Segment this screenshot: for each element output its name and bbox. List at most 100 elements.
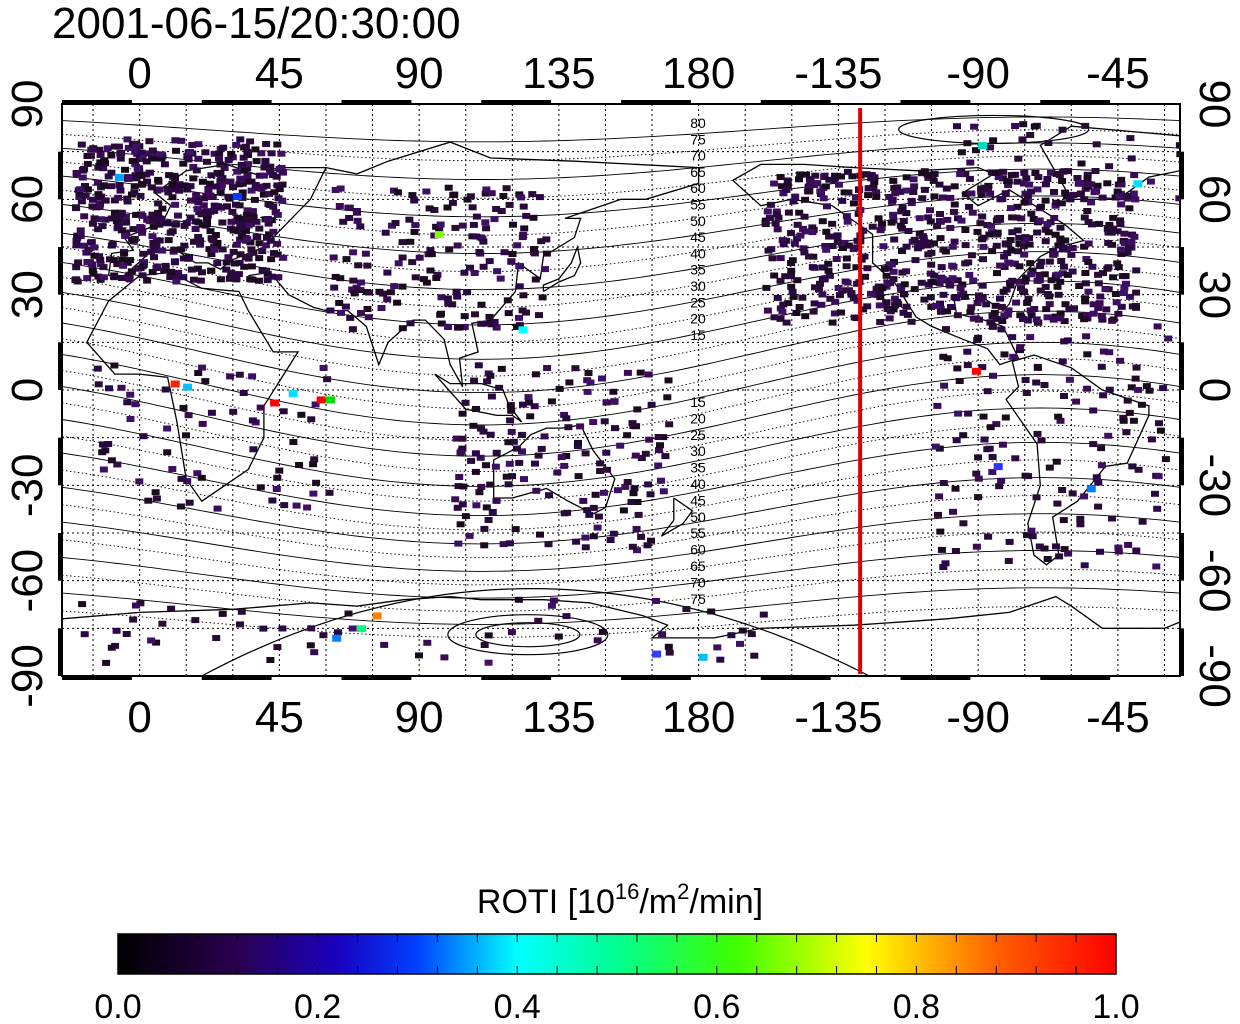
roti-cell — [504, 481, 513, 488]
roti-cell — [94, 226, 103, 233]
roti-cell — [238, 194, 247, 201]
roti-cell — [157, 151, 166, 158]
roti-cell — [956, 285, 965, 292]
roti-cell — [903, 311, 912, 318]
roti-cell — [1083, 208, 1092, 214]
roti-cell — [246, 239, 255, 246]
top-lon-label: 45 — [255, 49, 304, 98]
roti-cell — [196, 277, 205, 284]
roti-cell — [326, 307, 335, 314]
roti-cell — [659, 434, 668, 441]
roti-cell — [1073, 175, 1082, 181]
roti-cell — [148, 147, 157, 154]
roti-cell — [1051, 313, 1060, 320]
roti-cell-high — [332, 634, 342, 642]
roti-cell — [253, 234, 262, 241]
roti-cell — [787, 273, 795, 280]
roti-cell — [1068, 268, 1077, 275]
roti-cell — [586, 379, 595, 386]
roti-cell — [953, 277, 962, 284]
colorbar-ticks: 0.0 0.2 0.4 0.6 0.8 1.0 — [94, 934, 1140, 1024]
roti-cell — [306, 642, 315, 649]
frame-bar-right — [1180, 247, 1184, 295]
roti-cell — [155, 221, 164, 228]
roti-cell — [206, 228, 215, 235]
roti-cell — [511, 526, 520, 533]
roti-cell — [218, 175, 227, 182]
south-contour-label: 45 — [690, 492, 706, 508]
roti-cell — [152, 639, 161, 646]
roti-cell — [843, 168, 852, 175]
roti-cell — [1132, 364, 1141, 371]
roti-cell — [1089, 441, 1098, 448]
roti-cell — [938, 194, 947, 201]
roti-cell — [628, 543, 637, 550]
japan-coast — [542, 244, 582, 293]
roti-cell — [825, 233, 834, 240]
roti-cell — [606, 537, 615, 543]
roti-cell — [237, 224, 246, 231]
roti-cell — [886, 280, 895, 287]
roti-cell — [1031, 170, 1040, 176]
roti-cell — [1023, 532, 1031, 539]
roti-cell — [839, 245, 847, 251]
roti-cell — [1128, 463, 1137, 470]
roti-cell — [1092, 141, 1101, 148]
roti-cell — [132, 602, 140, 609]
roti-cell — [477, 320, 486, 327]
roti-cell — [960, 293, 969, 300]
roti-cell — [453, 293, 462, 300]
roti-cell — [663, 394, 672, 401]
roti-cell — [236, 136, 245, 143]
roti-cell — [1138, 518, 1147, 525]
roti-cell — [1019, 315, 1027, 322]
roti-cell — [364, 314, 373, 321]
roti-cell — [218, 246, 227, 253]
roti-cell — [890, 295, 899, 302]
roti-cell — [1043, 176, 1052, 182]
roti-cell — [1022, 175, 1031, 182]
roti-cell — [218, 610, 227, 617]
roti-cell — [171, 175, 179, 182]
roti-cell — [103, 145, 112, 152]
roti-cell — [80, 165, 89, 172]
roti-cell — [475, 249, 484, 255]
roti-cell — [482, 504, 491, 511]
roti-cell — [806, 178, 815, 185]
roti-cell — [216, 276, 225, 283]
roti-cell — [852, 264, 861, 271]
roti-cell — [219, 144, 228, 151]
roti-cell — [1013, 203, 1022, 210]
roti-cell — [810, 300, 819, 307]
roti-cell — [1121, 273, 1130, 280]
roti-cell — [138, 229, 147, 236]
roti-cell — [1034, 174, 1043, 181]
roti-cell — [126, 391, 135, 398]
roti-cell — [1076, 515, 1085, 522]
roti-cell — [609, 388, 618, 395]
roti-cell — [72, 242, 81, 249]
roti-cell — [486, 481, 495, 488]
frame-bar-bottom — [621, 676, 691, 680]
roti-cell — [200, 195, 209, 202]
roti-cell — [231, 260, 239, 267]
north-contour-label: 30 — [690, 278, 706, 294]
roti-cell — [139, 433, 148, 440]
roti-cell — [406, 238, 415, 245]
roti-cell — [565, 379, 574, 386]
roti-cell — [1081, 270, 1090, 276]
roti-cell — [131, 172, 140, 179]
roti-cell — [1052, 543, 1060, 550]
roti-cell — [262, 182, 271, 189]
roti-cell — [319, 365, 328, 371]
roti-cell — [534, 452, 543, 459]
roti-cell — [773, 226, 782, 233]
roti-cell — [1040, 382, 1049, 388]
roti-cell — [949, 508, 957, 515]
roti-cell — [986, 144, 994, 151]
roti-cell — [899, 291, 908, 298]
roti-cell — [307, 625, 316, 632]
roti-cell — [456, 521, 465, 528]
roti-cell — [519, 231, 528, 238]
roti-cell — [236, 220, 245, 227]
